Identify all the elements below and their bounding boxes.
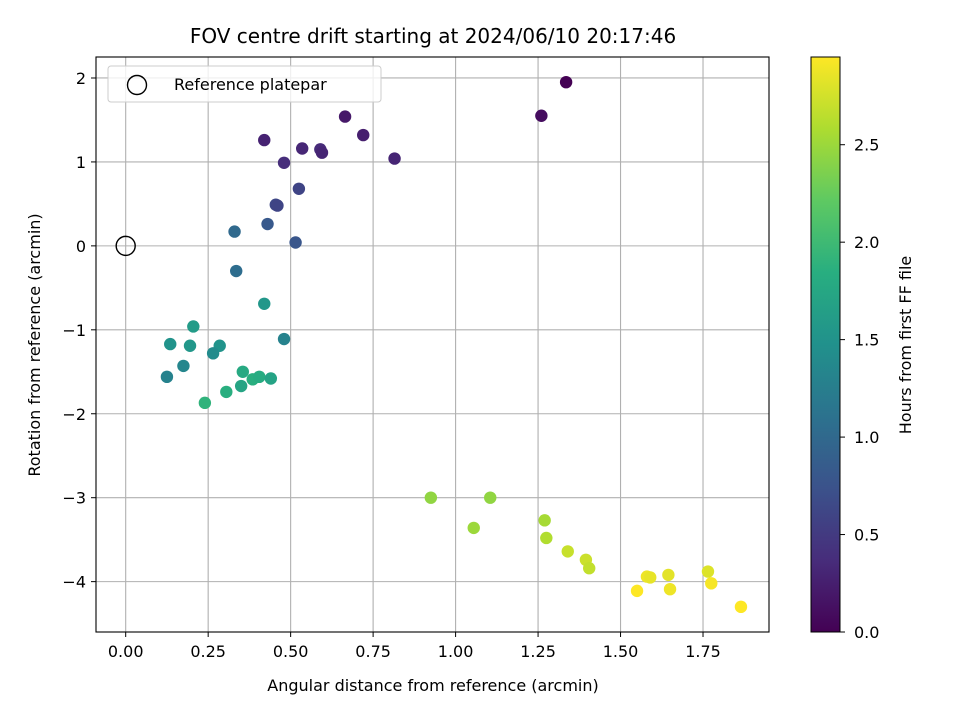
reference-platepar-marker [115, 235, 136, 257]
data-point [236, 365, 250, 378]
data-point [164, 337, 177, 351]
data-point [261, 217, 274, 231]
x-tick-label: 1.25 [520, 642, 556, 661]
data-points [160, 75, 748, 614]
data-point [540, 531, 553, 545]
data-point [559, 75, 573, 89]
data-point [177, 359, 190, 373]
data-point [357, 128, 370, 142]
data-point [160, 370, 174, 384]
y-tick-label: −2 [62, 405, 86, 424]
data-point [424, 491, 438, 504]
reference-marker-group [115, 235, 136, 257]
x-tick-label: 1.00 [438, 642, 474, 661]
data-point [258, 133, 271, 147]
y-tick-label: 1 [76, 153, 86, 172]
y-axis: −4 −3 −2 −1 0 1 2 [62, 69, 96, 592]
data-point [644, 571, 657, 584]
y-tick-label: −1 [62, 321, 86, 340]
data-point [388, 152, 401, 165]
x-tick-label: 1.75 [685, 642, 721, 661]
y-tick-label: 2 [76, 69, 86, 88]
data-point [538, 514, 551, 527]
data-point [734, 600, 748, 614]
legend-marker-icon [126, 74, 148, 96]
x-tick-label: 1.50 [603, 642, 639, 661]
data-point [183, 339, 197, 352]
x-tick-label: 0.00 [108, 642, 144, 661]
data-point [663, 582, 677, 596]
data-point [206, 347, 220, 360]
x-tick-label: 0.75 [355, 642, 391, 661]
data-point [271, 199, 284, 212]
colorbar-tick-label: 0.0 [854, 623, 879, 642]
data-point [220, 385, 233, 399]
y-tick-label: 0 [76, 237, 86, 256]
legend-box [107, 65, 382, 103]
data-point [277, 332, 291, 346]
data-point [198, 396, 212, 410]
data-point [234, 379, 248, 393]
data-point [187, 320, 200, 333]
data-point [264, 372, 278, 385]
y-tick-label: −3 [62, 489, 86, 508]
colorbar-tick-label: 2.5 [854, 136, 879, 155]
data-point [289, 236, 302, 249]
colorbar-ticks: 0.0 0.5 1.0 1.5 2.0 2.5 [840, 136, 879, 642]
data-point [583, 562, 596, 575]
data-point [315, 146, 329, 159]
x-tick-label: 0.25 [190, 642, 226, 661]
data-point [277, 156, 291, 169]
data-point [258, 297, 271, 310]
data-point [705, 577, 718, 590]
y-tick-label: −4 [62, 573, 86, 592]
plot-frame [95, 56, 770, 633]
y-axis-label: Rotation from reference (arcmin) [25, 213, 44, 476]
data-point [230, 264, 243, 278]
data-point [253, 370, 266, 384]
data-point [535, 109, 548, 122]
colorbar-label: Hours from first FF file [896, 256, 915, 435]
legend-label: Reference platepar [174, 75, 327, 94]
x-axis-label: Angular distance from reference (arcmin) [267, 676, 598, 695]
data-point [295, 142, 309, 155]
data-point [630, 584, 644, 598]
chart-title: FOV centre drift starting at 2024/06/10 … [190, 24, 676, 48]
colorbar-tick-label: 0.5 [854, 526, 879, 545]
colorbar-frame [810, 56, 841, 633]
data-point [701, 565, 715, 578]
data-point [338, 110, 352, 123]
data-point [484, 491, 497, 504]
colorbar: 0.0 0.5 1.0 1.5 2.0 2.5 Hours from first FF f… [810, 56, 915, 642]
colorbar-tick-label: 1.5 [854, 331, 879, 350]
data-point [467, 521, 480, 535]
colorbar-tick-label: 1.0 [854, 428, 879, 447]
colorbar-tick-label: 2.0 [854, 233, 879, 252]
data-point [561, 545, 574, 558]
data-point [662, 568, 675, 582]
x-axis: 0.00 0.25 0.50 0.75 1.00 1.25 1.50 1.75 [108, 632, 721, 661]
legend: Reference platepar [107, 65, 382, 103]
colorbar-gradient [811, 57, 840, 632]
x-tick-label: 0.50 [273, 642, 309, 661]
data-point [228, 225, 241, 238]
data-point [292, 182, 306, 195]
